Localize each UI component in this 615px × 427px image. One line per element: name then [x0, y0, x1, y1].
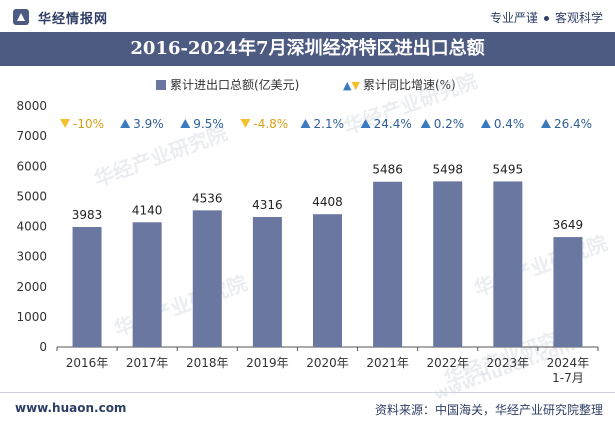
y-tick-label: 0 [39, 340, 47, 354]
growth-label: 0.4% [494, 117, 525, 131]
x-tick-label: 2017年 [126, 356, 169, 370]
x-tick-label: 2018年 [186, 356, 229, 370]
legend-bar-label: 累计进出口总额(亿美元) [170, 78, 300, 92]
x-tick-label: 2024年 [547, 356, 590, 370]
bar-value-label: 3983 [72, 208, 103, 222]
down-triangle-icon: ▼ [351, 79, 360, 92]
legend-item-bars: 累计进出口总额(亿美元) [156, 76, 299, 93]
x-tick-label: 2022年 [426, 356, 469, 370]
growth-label: 26.4% [554, 117, 592, 131]
legend-item-growth: ▲▼ 累计同比增速(%) [343, 76, 456, 93]
bar-value-label: 3649 [553, 218, 584, 232]
footer-website: www.huaon.com [15, 401, 127, 415]
bar [373, 181, 403, 347]
growth-up-triangle [120, 119, 131, 128]
growth-label: 2.1% [314, 117, 345, 131]
y-tick-label: 3000 [16, 250, 47, 264]
legend-bar-swatch [156, 80, 166, 90]
y-tick-label: 6000 [16, 159, 47, 173]
y-tick-label: 7000 [16, 129, 47, 143]
bar [72, 227, 102, 347]
growth-label: 3.9% [133, 117, 164, 131]
x-tick-label: 2019年 [246, 356, 289, 370]
bar [313, 214, 342, 347]
bar [252, 216, 282, 347]
growth-label: -10% [73, 117, 104, 131]
growth-label: 24.4% [374, 117, 412, 131]
footer-source: 资料来源：中国海关，华经产业研究院整理 [374, 403, 603, 417]
growth-down-triangle [60, 119, 71, 128]
slogan-left: 专业严谨 [489, 11, 538, 25]
legend-growth-label: 累计同比增速(%) [362, 78, 456, 92]
bar [192, 210, 222, 347]
x-tick-label: 2020年 [306, 356, 349, 370]
growth-up-triangle [480, 119, 491, 128]
x-tick-label: 1-7月 [552, 371, 584, 385]
legend: 累计进出口总额(亿美元) ▲▼ 累计同比增速(%) [0, 76, 615, 94]
bar [553, 237, 583, 347]
x-tick-label: 2023年 [487, 356, 530, 370]
growth-up-triangle [420, 119, 431, 128]
y-tick-label: 4000 [16, 220, 47, 234]
bar-value-label: 5495 [493, 162, 524, 176]
header-bar: 华经情报网 专业严谨 客观科学 [0, 0, 615, 32]
slogan: 专业严谨 客观科学 [490, 9, 603, 26]
bar [433, 181, 463, 347]
growth-up-triangle [300, 119, 311, 128]
x-tick-label: 2021年 [366, 356, 409, 370]
bar-value-label: 5486 [372, 163, 403, 177]
growth-up-triangle [180, 119, 191, 128]
x-tick-label: 2016年 [66, 356, 109, 370]
growth-up-triangle [540, 119, 551, 128]
bar-value-label: 4408 [312, 195, 343, 209]
growth-label: 9.5% [193, 117, 224, 131]
bar-value-label: 4140 [132, 203, 163, 217]
slogan-dot-icon [543, 16, 549, 21]
footer-divider [0, 392, 615, 393]
brand-logo-icon [13, 9, 29, 25]
y-tick-label: 2000 [16, 280, 47, 294]
brand-name: 华经情报网 [38, 12, 109, 27]
up-triangle-icon: ▲ [343, 79, 352, 92]
growth-down-triangle [240, 119, 251, 128]
slogan-right: 客观科学 [554, 11, 603, 25]
y-tick-label: 5000 [16, 189, 47, 203]
y-tick-label: 8000 [16, 99, 47, 113]
growth-label: -4.8% [253, 117, 288, 131]
bar-value-label: 4536 [192, 191, 223, 205]
bar-value-label: 5498 [432, 162, 463, 176]
growth-label: 0.2% [434, 117, 465, 131]
bar-value-label: 4316 [252, 198, 283, 212]
y-tick-label: 1000 [16, 310, 47, 324]
bar [493, 181, 523, 347]
growth-up-triangle [360, 119, 371, 128]
chart-title: 2016-2024年7月深圳经济特区进出口总额 [0, 32, 615, 66]
bar [132, 222, 162, 347]
